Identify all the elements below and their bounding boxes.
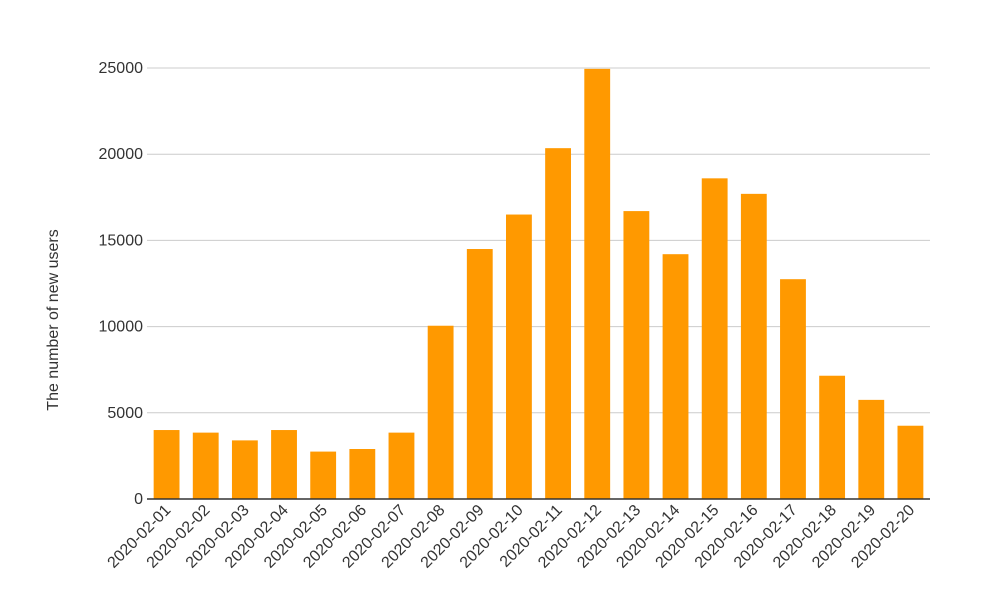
bar bbox=[231, 440, 258, 499]
bar bbox=[623, 211, 650, 500]
y-tick-label: 5000 bbox=[107, 405, 143, 422]
bar bbox=[858, 399, 885, 499]
y-tick-label: 15000 bbox=[99, 232, 144, 249]
bar bbox=[466, 249, 493, 499]
bar bbox=[506, 214, 532, 500]
bar bbox=[584, 68, 611, 499]
bar bbox=[701, 178, 728, 499]
bar bbox=[740, 193, 767, 500]
bar bbox=[153, 430, 180, 499]
y-tick-label: 25000 bbox=[99, 60, 144, 77]
y-tick-label: 20000 bbox=[99, 146, 144, 163]
bar bbox=[271, 430, 297, 499]
bar bbox=[388, 432, 415, 499]
bar bbox=[545, 148, 571, 499]
bar bbox=[310, 451, 337, 499]
bar bbox=[192, 432, 219, 499]
bar bbox=[897, 425, 924, 499]
bar bbox=[819, 375, 846, 499]
bar bbox=[427, 325, 454, 499]
y-tick-label: 0 bbox=[134, 491, 143, 508]
bar bbox=[780, 279, 806, 499]
bar bbox=[662, 254, 689, 499]
bar bbox=[349, 449, 376, 499]
y-axis-title: The number of new users bbox=[45, 229, 62, 410]
y-tick-label: 10000 bbox=[99, 319, 144, 336]
